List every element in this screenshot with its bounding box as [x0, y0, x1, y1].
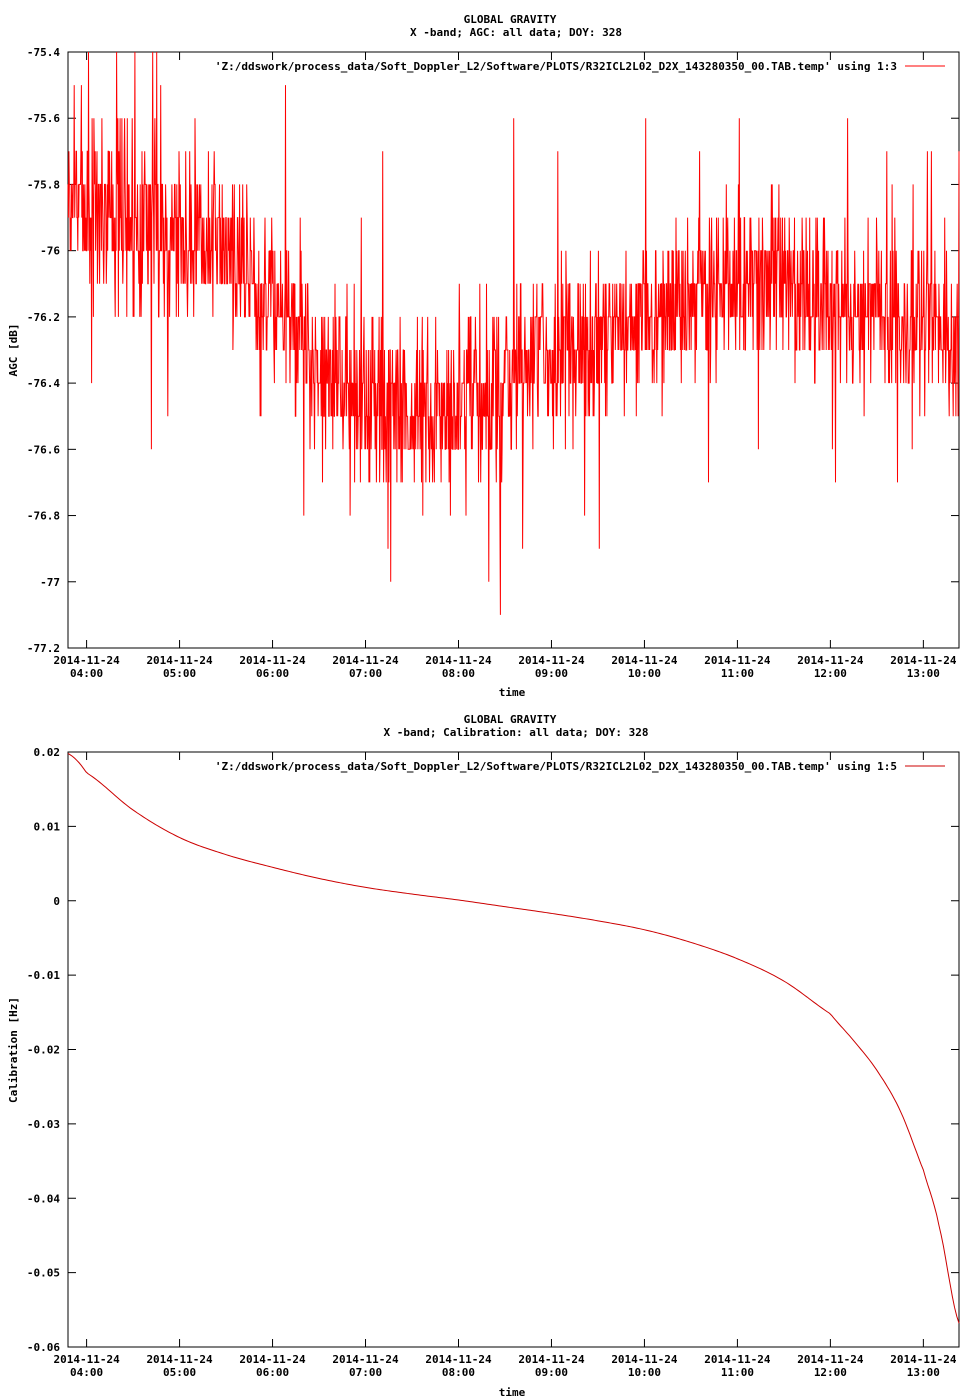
agc-x-tick-label: 2014-11-24 12:00 — [797, 654, 864, 680]
calibration-chart: GLOBAL GRAVITY X -band; Calibration: all… — [7, 713, 960, 1399]
agc-x-tick-label: 2014-11-24 06:00 — [239, 654, 306, 680]
calibration-y-tick-label: -0.02 — [27, 1044, 60, 1057]
agc-y-tick-label: -76.8 — [27, 510, 60, 523]
calibration-x-axis-label: time — [499, 1386, 526, 1399]
calibration-y-tick-label: -0.04 — [27, 1192, 60, 1205]
agc-x-tick-label: 2014-11-24 09:00 — [518, 654, 585, 680]
calibration-x-tick-label: 2014-11-24 10:00 — [611, 1353, 678, 1379]
agc-y-tick-label: -77.2 — [27, 642, 60, 655]
calibration-legend-label: 'Z:/ddswork/process_data/Soft_Doppler_L2… — [215, 760, 897, 773]
agc-x-tick-label: 2014-11-24 07:00 — [332, 654, 399, 680]
calibration-x-tick-label: 2014-11-24 08:00 — [425, 1353, 492, 1379]
calibration-y-tick-label: -0.03 — [27, 1118, 60, 1131]
calibration-chart-title: GLOBAL GRAVITY — [464, 713, 557, 726]
calibration-y-tick-label: 0 — [53, 895, 60, 908]
agc-chart-title: GLOBAL GRAVITY — [464, 13, 557, 26]
agc-x-tick-label: 2014-11-24 04:00 — [53, 654, 120, 680]
agc-x-tick-label: 2014-11-24 11:00 — [704, 654, 771, 680]
calibration-y-tick-label: -0.01 — [27, 969, 60, 982]
agc-x-axis-label: time — [499, 686, 526, 699]
calibration-x-tick-label: 2014-11-24 06:00 — [239, 1353, 306, 1379]
calibration-y-axis-label: Calibration [Hz] — [7, 997, 20, 1103]
agc-y-tick-label: -76.6 — [27, 443, 60, 456]
agc-y-tick-label: -76.4 — [27, 377, 60, 390]
agc-plot-frame — [67, 51, 960, 649]
agc-legend-label: 'Z:/ddswork/process_data/Soft_Doppler_L2… — [215, 60, 897, 73]
agc-y-tick-label: -75.8 — [27, 178, 60, 191]
calibration-x-tick-label: 2014-11-24 04:00 — [53, 1353, 120, 1379]
calibration-x-tick-label: 2014-11-24 11:00 — [704, 1353, 771, 1379]
agc-x-tick-label: 2014-11-24 10:00 — [611, 654, 678, 680]
agc-chart: GLOBAL GRAVITY X -band; AGC: all data; D… — [7, 13, 960, 699]
agc-y-tick-label: -76 — [40, 245, 60, 258]
calibration-x-tick-label: 2014-11-24 07:00 — [332, 1353, 399, 1379]
agc-y-tick-label: -75.6 — [27, 112, 60, 125]
agc-y-axis-label: AGC [dB] — [7, 324, 20, 377]
calibration-x-tick-label: 2014-11-24 09:00 — [518, 1353, 585, 1379]
calibration-x-tick-label: 2014-11-24 05:00 — [146, 1353, 213, 1379]
agc-chart-subtitle: X -band; AGC: all data; DOY: 328 — [410, 26, 622, 39]
calibration-chart-subtitle: X -band; Calibration: all data; DOY: 328 — [384, 726, 649, 739]
calibration-x-tick-label: 2014-11-24 13:00 — [890, 1353, 957, 1379]
calibration-y-tick-label: 0.02 — [34, 746, 61, 759]
agc-y-tick-label: -77 — [40, 576, 60, 589]
calibration-y-tick-label: -0.06 — [27, 1341, 60, 1354]
calibration-plot-frame — [67, 751, 960, 1348]
calibration-y-tick-label: -0.05 — [27, 1267, 60, 1280]
agc-x-tick-label: 2014-11-24 08:00 — [425, 654, 492, 680]
agc-x-tick-label: 2014-11-24 05:00 — [146, 654, 213, 680]
agc-series-line — [67, 51, 960, 615]
calibration-series-line — [67, 753, 960, 1324]
calibration-y-tick-label: 0.01 — [34, 820, 61, 833]
calibration-x-tick-label: 2014-11-24 12:00 — [797, 1353, 864, 1379]
agc-x-tick-label: 2014-11-24 13:00 — [890, 654, 957, 680]
agc-y-tick-label: -76.2 — [27, 311, 60, 324]
agc-y-tick-label: -75.4 — [27, 46, 60, 59]
